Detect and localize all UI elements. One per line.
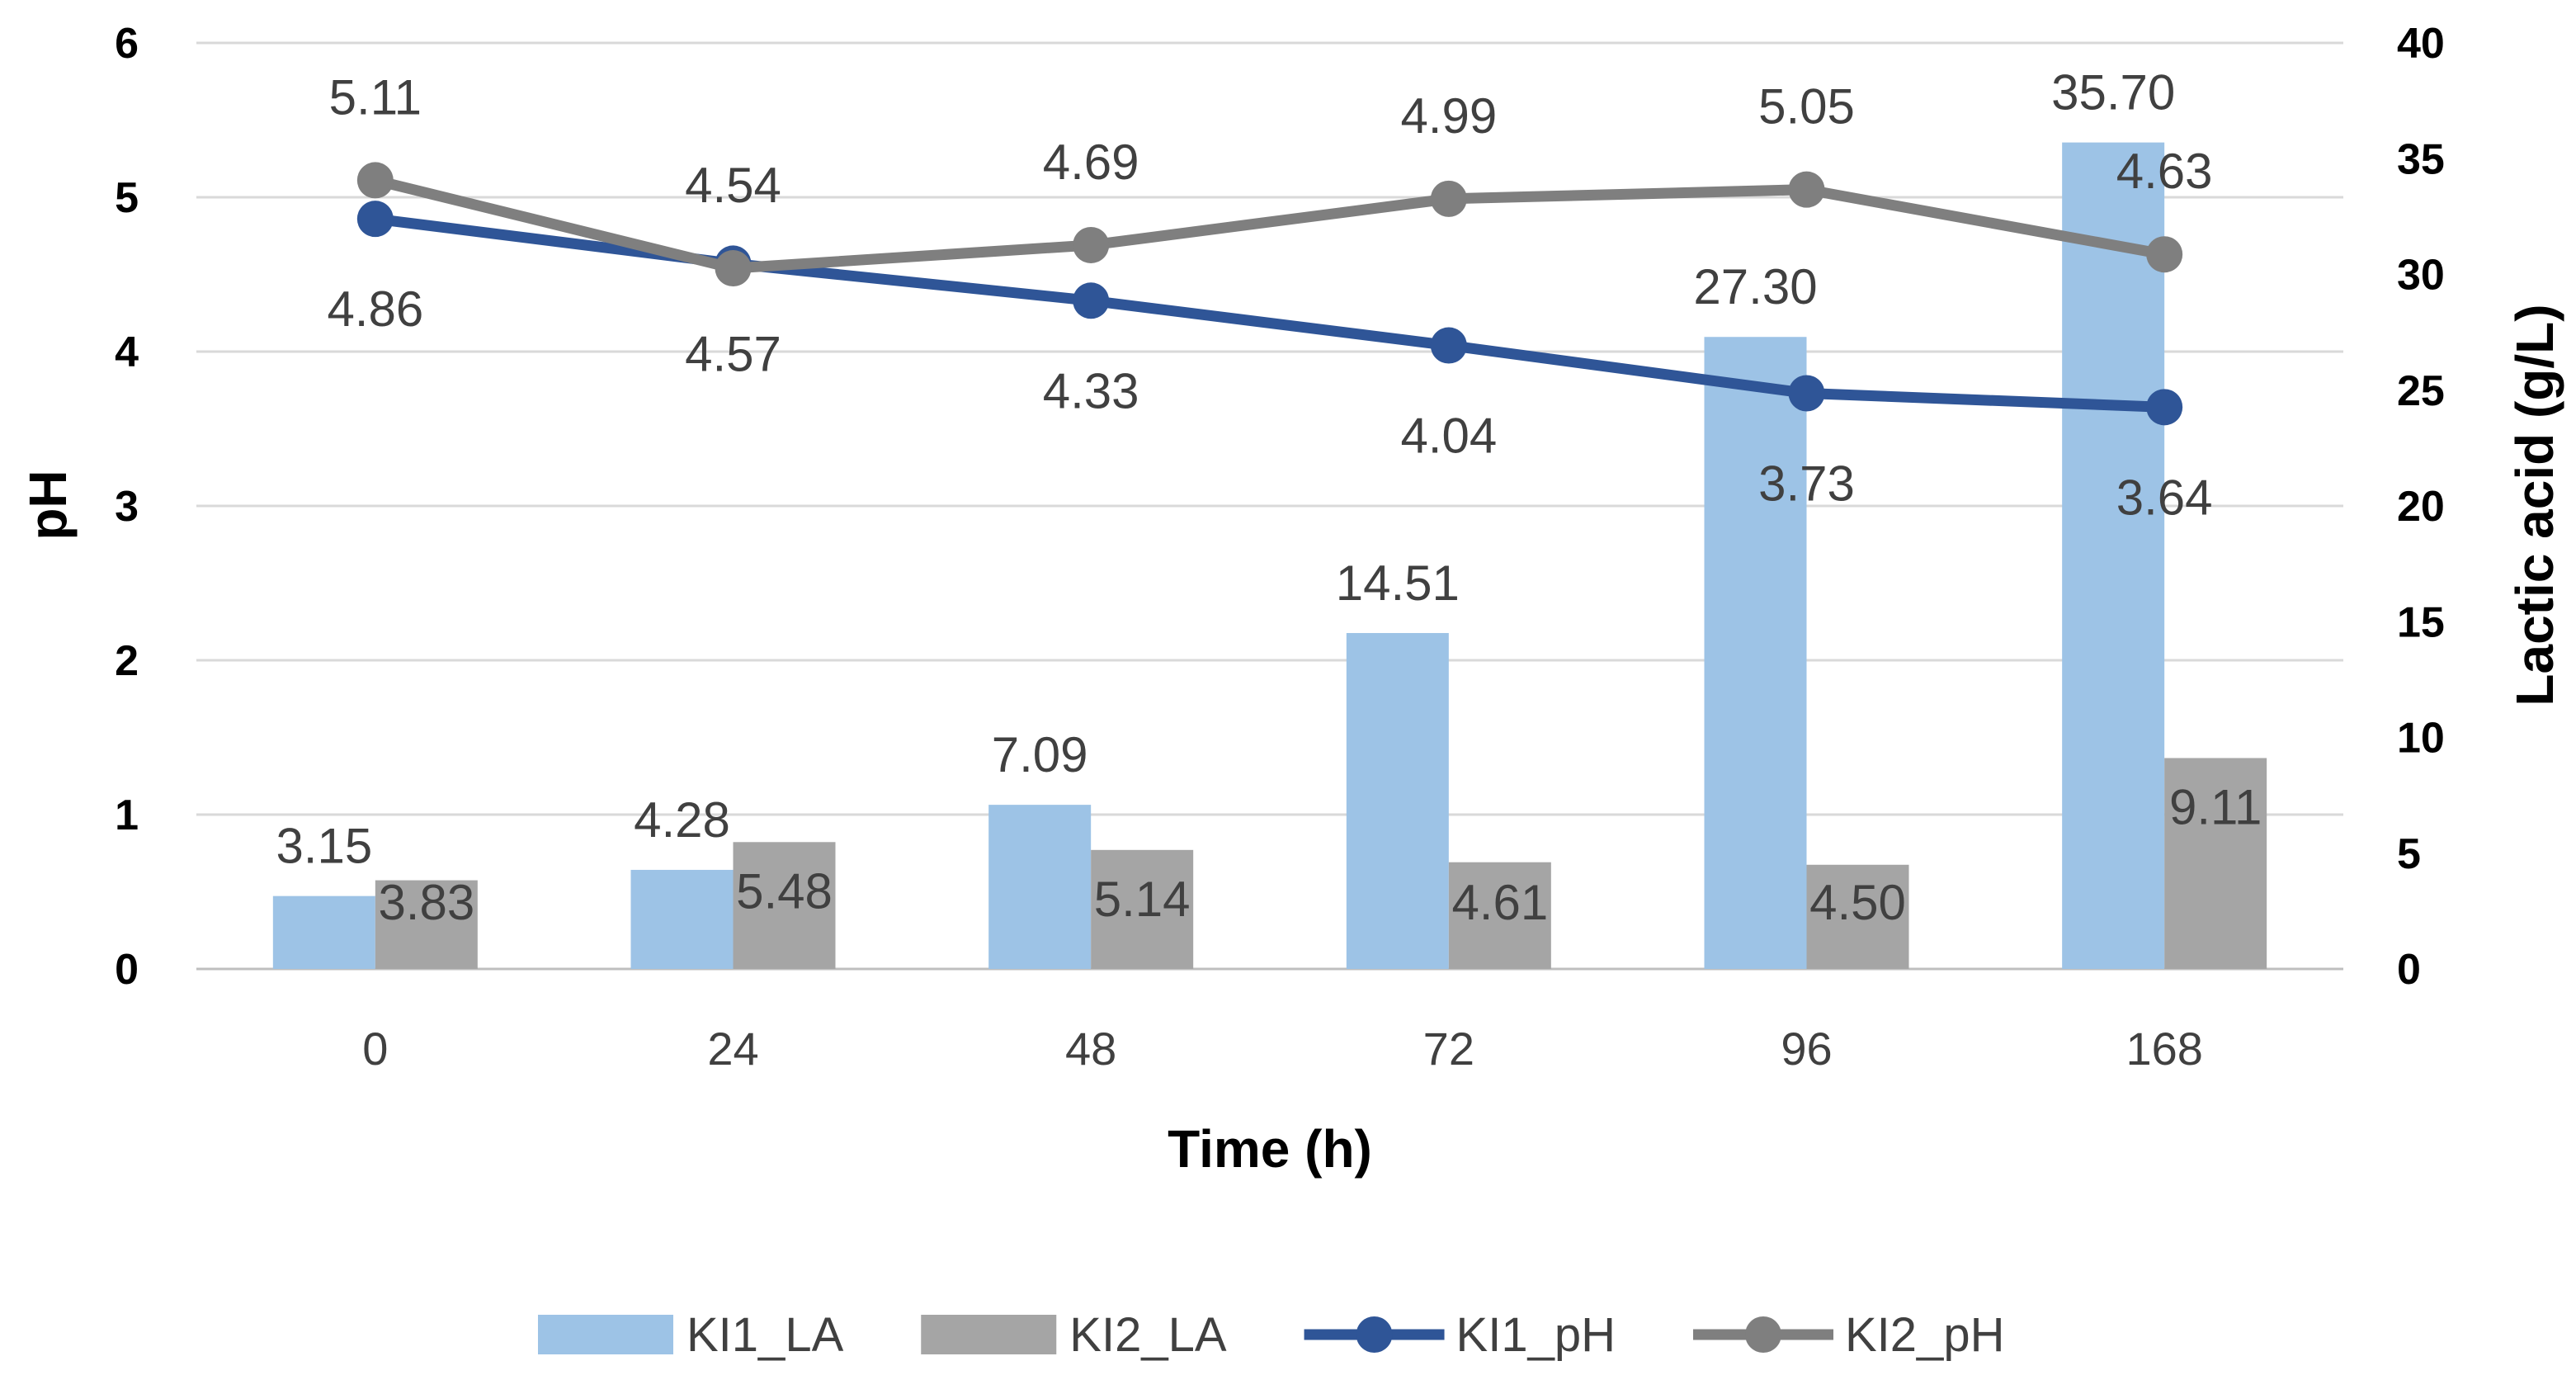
y-left-tick-label: 6	[115, 20, 139, 68]
data-label-ki2-ph: 4.54	[685, 158, 781, 213]
bar-ki1-la	[1346, 632, 1449, 969]
bar-ki2-la	[375, 880, 478, 969]
point-ki1-ph	[1073, 282, 1110, 319]
point-ki1-ph	[1788, 375, 1825, 412]
x-tick-label: 72	[1423, 1023, 1474, 1075]
legend-marker-ki2-ph	[1745, 1316, 1781, 1353]
x-tick-label: 24	[707, 1023, 758, 1075]
bar-ki2-la	[1091, 849, 1194, 969]
bar-ki1-la	[988, 805, 1092, 969]
legend-label-ki1-la: KI1_LA	[686, 1308, 844, 1362]
y-right-tick-label: 35	[2397, 135, 2445, 183]
bar-ki2-la	[2164, 758, 2267, 969]
y-left-tick-label: 0	[115, 946, 139, 994]
bar-ki1-la	[272, 895, 375, 969]
bar-ki2-la	[1806, 864, 1909, 969]
point-ki1-ph	[1430, 327, 1467, 364]
legend-label-ki2-ph: KI2_pH	[1845, 1308, 2004, 1362]
point-ki2-ph	[2146, 236, 2183, 273]
bar-ki2-la	[1448, 862, 1551, 969]
data-label-ki2-ph: 4.99	[1400, 88, 1497, 144]
y-axis-left-title: pH	[18, 470, 78, 540]
y-left-tick-label: 3	[115, 483, 139, 531]
data-label-ki1-la: 14.51	[1336, 555, 1460, 611]
legend: KI1_LA KI2_LA KI1_pH KI2_pH	[538, 1308, 2004, 1362]
y-right-tick-label: 5	[2397, 830, 2421, 878]
point-ki2-ph	[1430, 180, 1467, 217]
bar-ki2-la	[733, 842, 836, 969]
legend-marker-ki1-ph	[1356, 1316, 1393, 1353]
data-label-ki2-ph: 5.05	[1758, 79, 1855, 135]
x-tick-label: 96	[1781, 1023, 1832, 1075]
point-ki1-ph	[2146, 389, 2183, 426]
point-ki1-ph	[356, 201, 394, 238]
data-label-ki2-ph: 4.69	[1043, 135, 1139, 190]
y-right-tick-label: 40	[2397, 20, 2445, 68]
data-label-ki2-la: 5.14	[1094, 872, 1191, 927]
data-label-ki1-ph: 3.64	[2116, 470, 2213, 525]
x-tick-label: 168	[2125, 1023, 2202, 1075]
bar-ki1-la	[630, 869, 734, 969]
data-label-ki1-la: 4.28	[634, 792, 730, 848]
legend-swatch-ki2-la	[921, 1315, 1057, 1354]
data-labels: 3.15 4.28 7.09 14.51 27.30 35.70 3.83 5.48 5.14 4…	[276, 65, 2262, 930]
x-tick-label: 0	[362, 1023, 388, 1075]
axes: Time (h) pH Lactic acid (g/L) 0 1 2 3 4 5 6 0 5 1…	[18, 20, 2564, 1179]
data-label-ki1-la: 27.30	[1693, 259, 1817, 314]
y-left-tick-label: 2	[115, 637, 139, 685]
line-ki2-ph	[370, 174, 2170, 274]
bar-series	[272, 142, 2267, 970]
data-label-ki2-la: 5.48	[736, 863, 833, 919]
legend-label-ki1-ph: KI1_pH	[1456, 1308, 1616, 1362]
data-label-ki1-la: 35.70	[2051, 65, 2175, 120]
y-left-tick-label: 4	[115, 328, 139, 376]
gridlines	[196, 41, 2343, 971]
data-label-ki1-la: 3.15	[276, 819, 372, 874]
y-right-tick-label: 15	[2397, 598, 2445, 646]
data-label-ki2-ph: 5.11	[329, 69, 422, 125]
y-right-tick-label: 0	[2397, 946, 2421, 994]
bar-ki1-la	[1704, 337, 1807, 969]
data-label-ki1-ph: 4.86	[327, 281, 423, 337]
data-label-ki2-la: 3.83	[378, 875, 474, 930]
y-right-tick-label: 25	[2397, 367, 2445, 415]
line-series	[356, 162, 2183, 426]
y-right-tick-label: 20	[2397, 483, 2445, 531]
point-ki2-ph	[356, 162, 394, 199]
y-right-tick-label: 10	[2397, 715, 2445, 763]
y-right-tick-label: 30	[2397, 252, 2445, 300]
legend-swatch-ki1-la	[538, 1315, 673, 1354]
data-label-ki2-la: 4.61	[1451, 875, 1548, 930]
data-label-ki2-la: 9.11	[2169, 779, 2262, 834]
data-label-ki1-la: 7.09	[992, 727, 1088, 782]
y-left-tick-label: 5	[115, 174, 139, 222]
bar-ki1-la	[2062, 142, 2165, 970]
point-ki2-ph	[1788, 171, 1825, 208]
data-label-ki2-ph: 4.63	[2116, 144, 2213, 199]
data-label-ki2-la: 4.50	[1809, 875, 1906, 930]
legend-label-ki2-la: KI2_LA	[1069, 1308, 1227, 1362]
point-ki2-ph	[1073, 226, 1110, 263]
data-label-ki1-ph: 4.33	[1043, 363, 1139, 418]
data-label-ki1-ph: 4.57	[685, 326, 781, 381]
x-tick-label: 48	[1065, 1023, 1116, 1075]
x-axis-title: Time (h)	[1168, 1119, 1372, 1179]
data-label-ki1-ph: 3.73	[1758, 456, 1855, 511]
data-label-ki1-ph: 4.04	[1400, 409, 1497, 464]
y-left-tick-label: 1	[115, 792, 139, 839]
point-ki2-ph	[715, 250, 752, 287]
y-axis-right-title: Lactic acid (g/L)	[2505, 304, 2564, 706]
